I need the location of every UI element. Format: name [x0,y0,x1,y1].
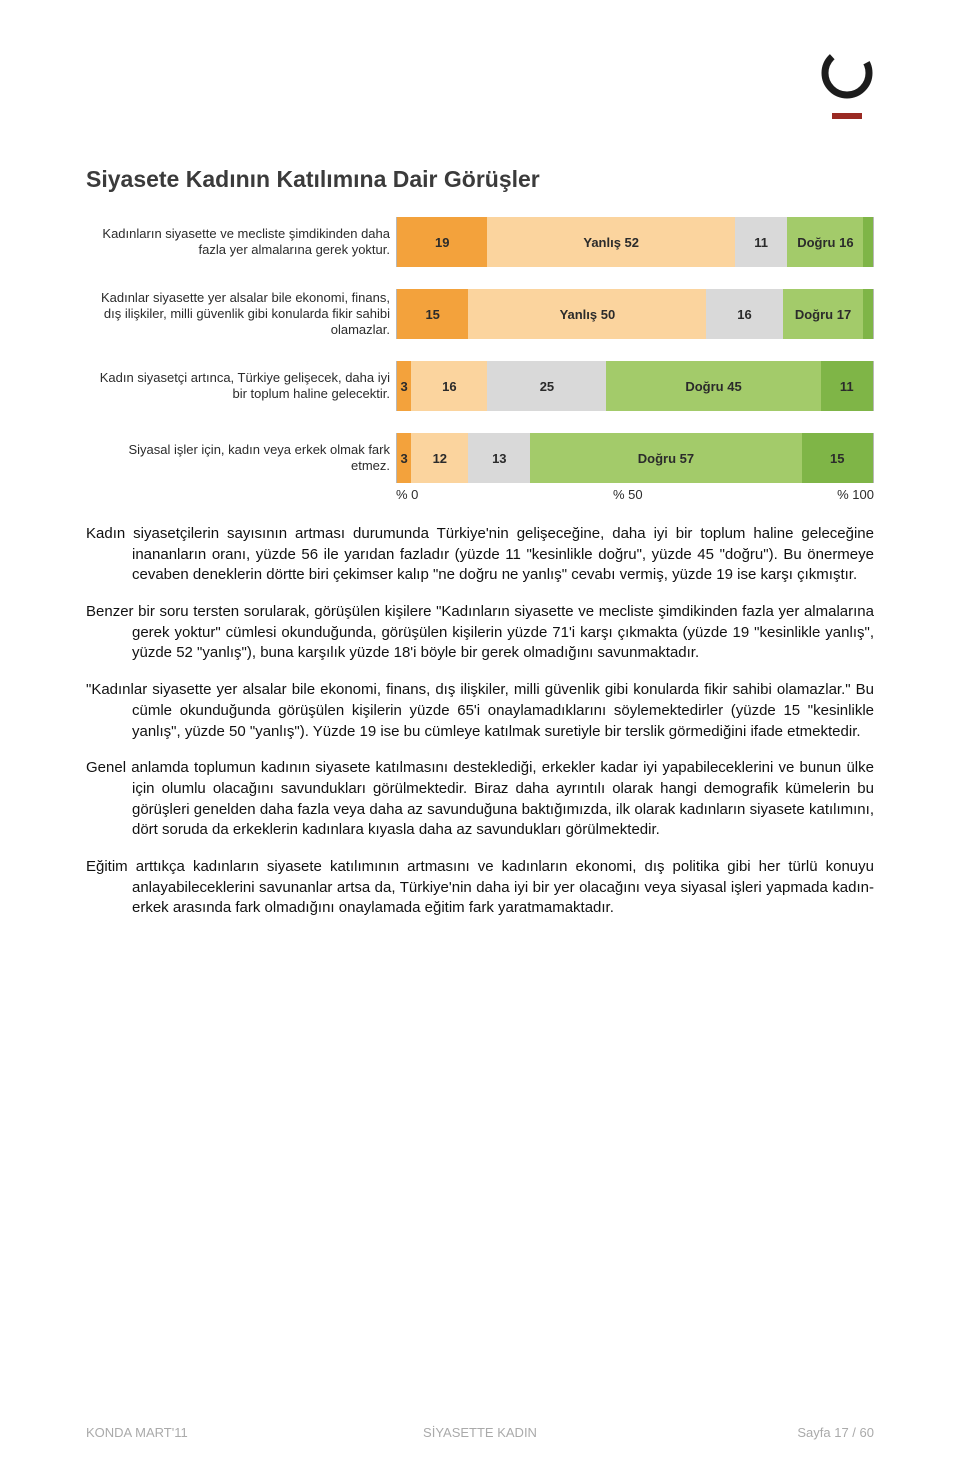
page-footer: KONDA MART'11 SİYASETTE KADIN Sayfa 17 /… [86,1425,874,1440]
chart-row-bar: 15Yanlış 5016Doğru 17 [396,289,874,339]
chart-segment: 3 [397,433,411,483]
axis-tick: % 50 [613,487,643,502]
chart-segment: 19 [397,217,487,267]
chart-segment: 16 [706,289,782,339]
chart-row-label: Kadınların siyasette ve mecliste şimdiki… [86,226,396,259]
chart-title: Siyasete Kadının Katılımına Dair Görüşle… [86,166,874,193]
chart-segment: Doğru 57 [530,433,801,483]
logo-accent-bar [832,113,862,119]
chart-row: Kadın siyasetçi artınca, Türkiye gelişec… [86,361,874,411]
chart-segment: Yanlış 52 [487,217,735,267]
chart-segment [863,289,873,339]
footer-left: KONDA MART'11 [86,1425,188,1440]
brand-logo [820,46,874,119]
chart-row-label: Kadınlar siyasette yer alsalar bile ekon… [86,290,396,339]
chart-segment: 15 [802,433,873,483]
chart-segment: Doğru 45 [606,361,820,411]
paragraph: Benzer bir soru tersten sorularak, görüş… [86,602,874,664]
chart-row-bar: 31625Doğru 4511 [396,361,874,411]
paragraph: Eğitim arttıkça kadınların siyasete katı… [86,857,874,919]
chart-segment: 15 [397,289,468,339]
chart-row: Kadınların siyasette ve mecliste şimdiki… [86,217,874,267]
axis-tick: % 100 [837,487,874,502]
axis-tick: % 0 [396,487,418,502]
chart-row-label: Siyasal işler için, kadın veya erkek olm… [86,442,396,475]
paragraph: Kadın siyasetçilerin sayısının artması d… [86,524,874,586]
paragraph: "Kadınlar siyasette yer alsalar bile eko… [86,680,874,742]
chart-segment [863,217,873,267]
chart-row-bar: 19Yanlış 5211Doğru 16 [396,217,874,267]
chart-segment: Doğru 16 [787,217,863,267]
chart-segment: 25 [487,361,606,411]
body-text: Kadın siyasetçilerin sayısının artması d… [86,524,874,919]
chart-segment: 11 [735,217,787,267]
footer-mid: SİYASETTE KADIN [423,1425,537,1440]
paragraph: Genel anlamda toplumun kadının siyasete … [86,758,874,841]
chart-row: Siyasal işler için, kadın veya erkek olm… [86,433,874,483]
chart-row-label: Kadın siyasetçi artınca, Türkiye gelişec… [86,370,396,403]
footer-right: Sayfa 17 / 60 [797,1425,874,1440]
chart-segment: 16 [411,361,487,411]
stacked-bar-chart: Kadınların siyasette ve mecliste şimdiki… [86,217,874,483]
chart-row: Kadınlar siyasette yer alsalar bile ekon… [86,289,874,339]
chart-segment: 13 [468,433,530,483]
logo-ring-icon [820,46,874,100]
chart-segment: 11 [821,361,873,411]
chart-segment: 3 [397,361,411,411]
chart-segment: Yanlış 50 [468,289,706,339]
chart-row-bar: 31213Doğru 5715 [396,433,874,483]
chart-segment: 12 [411,433,468,483]
chart-segment: Doğru 17 [783,289,864,339]
chart-x-axis: % 0 % 50 % 100 [86,487,874,502]
